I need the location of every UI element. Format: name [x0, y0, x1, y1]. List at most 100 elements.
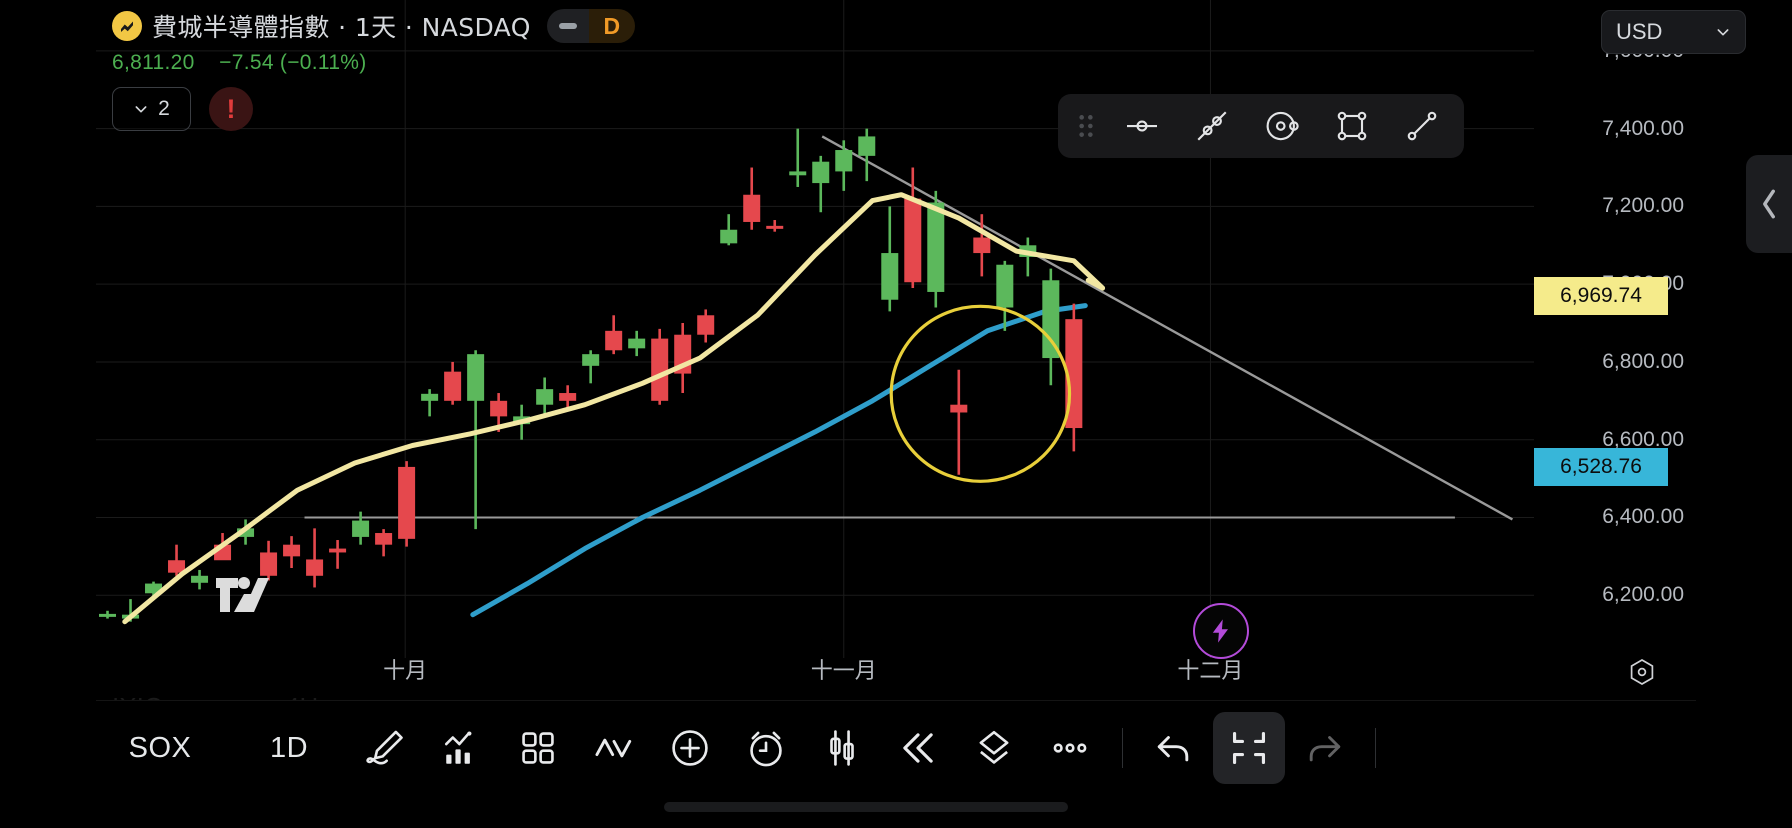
symbol-selector[interactable]: SOX [128, 731, 192, 764]
time-axis-tick: 十一月 [810, 659, 877, 684]
trend-line-tool-icon[interactable] [1180, 94, 1244, 158]
candlestick [881, 206, 899, 312]
candlestick [168, 544, 186, 576]
price-change: −7.54 (−0.11%) [219, 51, 367, 74]
candlestick [950, 369, 968, 475]
add-plus-icon[interactable] [652, 710, 728, 786]
replay-rewind-icon[interactable] [880, 710, 956, 786]
candlestick [444, 361, 462, 405]
indicators-icon[interactable] [424, 710, 500, 786]
candlestick [237, 519, 255, 545]
candlestick [766, 220, 784, 232]
price-axis-tick: 6,800.00 [1602, 349, 1684, 373]
last-price: 6,811.20 [112, 51, 195, 74]
candlestick [559, 385, 577, 409]
price-axis-tick: 6,200.00 [1602, 583, 1684, 607]
chevron-down-icon [135, 106, 147, 113]
candlestick [536, 377, 554, 417]
more-options-icon[interactable] [1032, 710, 1108, 786]
price-axis[interactable]: 7,600.007,400.007,200.007,000.006,800.00… [1534, 0, 1696, 700]
candlestick-plot-area[interactable] [96, 0, 1534, 700]
candlestick [421, 389, 439, 417]
status-badge[interactable]: ! [209, 87, 253, 131]
price-axis-tick: 7,200.00 [1602, 194, 1684, 218]
chart-settings-hex-icon[interactable] [1622, 652, 1662, 692]
toolbar-divider [96, 700, 1696, 701]
candlestick [375, 529, 393, 557]
descending-trendline [821, 135, 1514, 521]
candlestick [329, 540, 347, 569]
timeframe-letter: D [588, 9, 635, 43]
layers-icon[interactable] [956, 710, 1032, 786]
chevron-left-icon [1763, 189, 1775, 219]
currency-value: USD [1616, 19, 1663, 44]
price-axis-tick: 6,600.00 [1602, 427, 1684, 451]
candlestick [283, 536, 301, 569]
candlestick [697, 309, 715, 343]
candlestick [789, 128, 807, 187]
legend-price-row: 6,811.20 −7.54 (−0.11%) [112, 51, 635, 75]
price-axis-tick: 7,400.00 [1602, 116, 1684, 140]
chart-canvas [96, 0, 1534, 658]
bottom-toolbar: SOX 1D [0, 700, 1792, 796]
moving-average-slow [470, 303, 1088, 618]
lightning-bolt-icon [1212, 619, 1228, 643]
candlestick [1019, 237, 1037, 277]
undo-icon[interactable] [1137, 710, 1213, 786]
candlestick [973, 214, 991, 277]
price-axis-tick: 6,400.00 [1602, 505, 1684, 529]
drag-handle-icon[interactable] [1068, 94, 1104, 158]
time-axis[interactable]: 十月 十一月 十二月 [96, 640, 1696, 700]
currency-select[interactable]: USD [1601, 10, 1746, 54]
interval-selector[interactable]: 1D [269, 731, 309, 764]
candlestick [812, 155, 830, 213]
toolbar-separator [1122, 728, 1123, 768]
candlestick [835, 140, 853, 191]
last-price-badge[interactable]: 6,528.76 [1534, 448, 1668, 487]
candlestick [99, 610, 117, 619]
alarm-clock-icon[interactable] [728, 710, 804, 786]
toolbar-separator-end [1375, 728, 1376, 768]
timeframe-dash-icon [546, 9, 589, 43]
collapse-indicators-button[interactable]: 2 [112, 87, 191, 131]
timeframe-badge[interactable]: D [546, 9, 635, 43]
horizontal-line-tool-icon[interactable] [1110, 94, 1174, 158]
expand-right-panel-button[interactable] [1746, 155, 1792, 253]
layouts-grid-icon[interactable] [500, 710, 576, 786]
patterns-icon[interactable] [576, 710, 652, 786]
trend-up-icon [112, 11, 142, 41]
circle-tool-icon[interactable] [1250, 94, 1314, 158]
candlestick [605, 315, 623, 355]
fit-screen-icon[interactable] [1213, 712, 1285, 784]
candlestick [743, 167, 761, 230]
highlight-circle [889, 304, 1072, 483]
candlestick [467, 350, 485, 530]
drawing-toolbar[interactable] [1058, 94, 1464, 158]
candlestick [582, 350, 600, 384]
alert-exclamation: ! [226, 93, 236, 124]
candlestick [858, 128, 876, 182]
rectangle-tool-icon[interactable] [1320, 94, 1384, 158]
line-tool-icon[interactable] [1390, 94, 1454, 158]
candlestick [191, 569, 209, 590]
page-title: 費城半導體指數 · 1天 · NASDAQ [152, 13, 531, 42]
candlestick [674, 323, 692, 394]
candlestick [398, 461, 416, 547]
ma-value-badge[interactable]: 6,969.74 [1534, 276, 1668, 315]
chart-legend: 費城半導體指數 · 1天 · NASDAQ D 6,811.20 −7.54 (… [112, 8, 635, 131]
bottom-scrollbar[interactable] [664, 802, 1068, 812]
time-axis-tick: 十二月 [1177, 659, 1244, 684]
candlestick [628, 330, 646, 357]
moving-average-fast [122, 192, 1106, 625]
candlestick [720, 214, 738, 246]
lightning-event-marker[interactable] [1193, 603, 1249, 659]
legend-title-row[interactable]: 費城半導體指數 · 1天 · NASDAQ D [112, 8, 635, 44]
chevron-down-icon [1717, 29, 1729, 36]
candlestick [352, 511, 370, 545]
draw-pen-icon[interactable] [348, 710, 424, 786]
redo-icon[interactable] [1285, 710, 1361, 786]
candlestick-type-icon[interactable] [804, 710, 880, 786]
time-axis-tick: 十月 [383, 659, 428, 684]
indicator-count: 2 [158, 97, 170, 120]
